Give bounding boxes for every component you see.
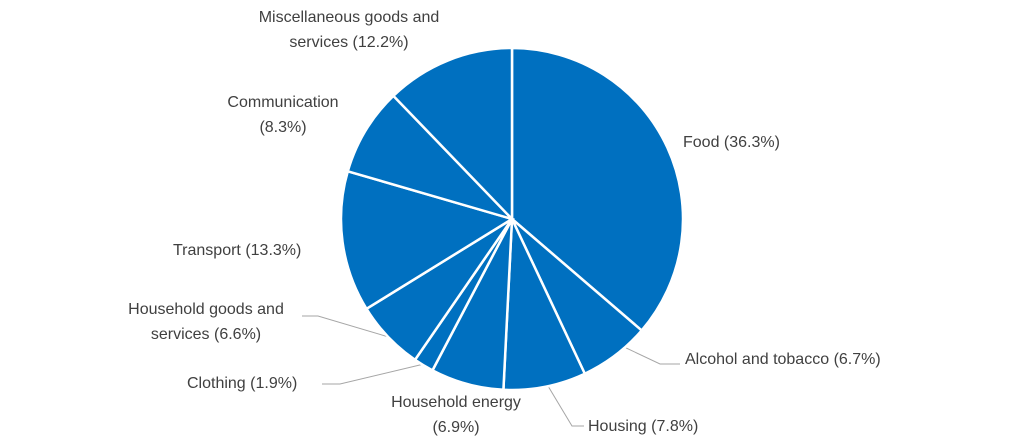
value-label: (1.9%): [250, 375, 298, 392]
category-label: Housing: [588, 418, 647, 435]
category-label: Food: [683, 134, 720, 151]
slice-label: Transport (13.3%): [173, 238, 333, 263]
slice-label: Household goods and services (6.6%): [106, 297, 306, 347]
value-label: (36.3%): [723, 134, 780, 151]
pie-slice: [346, 94, 517, 222]
slice-label: Miscellaneous goods and services (12.2%): [249, 5, 449, 55]
value-label: (6.6%): [214, 326, 262, 343]
value-label: (6.9%): [432, 419, 480, 436]
value-label: (6.7%): [833, 351, 881, 368]
value-label: (12.2%): [352, 34, 409, 51]
category-label: Transport: [173, 242, 241, 259]
leader-lines: [302, 315, 680, 427]
slice-label: Clothing (1.9%): [187, 371, 327, 396]
pie-slice: [391, 46, 514, 223]
category-label: Household goods and services: [128, 301, 284, 343]
category-label: Miscellaneous goods and services: [258, 9, 440, 51]
category-label: Communication: [227, 94, 339, 111]
category-label: Household energy: [391, 394, 521, 411]
value-label: (8.3%): [259, 119, 307, 136]
leader-line: [547, 385, 584, 427]
slice-label: Household energy (6.9%): [371, 390, 541, 440]
pie-slice: [339, 169, 516, 311]
slice-label: Food (36.3%): [683, 130, 813, 155]
value-label: (13.3%): [245, 242, 302, 259]
category-label: Clothing: [187, 375, 246, 392]
pie-slice: [510, 46, 685, 333]
leader-line: [302, 315, 393, 339]
slice-label: Alcohol and tobacco (6.7%): [685, 347, 935, 372]
leader-line: [322, 363, 425, 385]
leader-line: [621, 345, 680, 365]
slice-label: Housing (7.8%): [588, 414, 728, 439]
value-label: (7.8%): [651, 418, 699, 435]
slice-label: Communication (8.3%): [213, 90, 353, 140]
category-label: Alcohol and tobacco: [685, 351, 830, 368]
